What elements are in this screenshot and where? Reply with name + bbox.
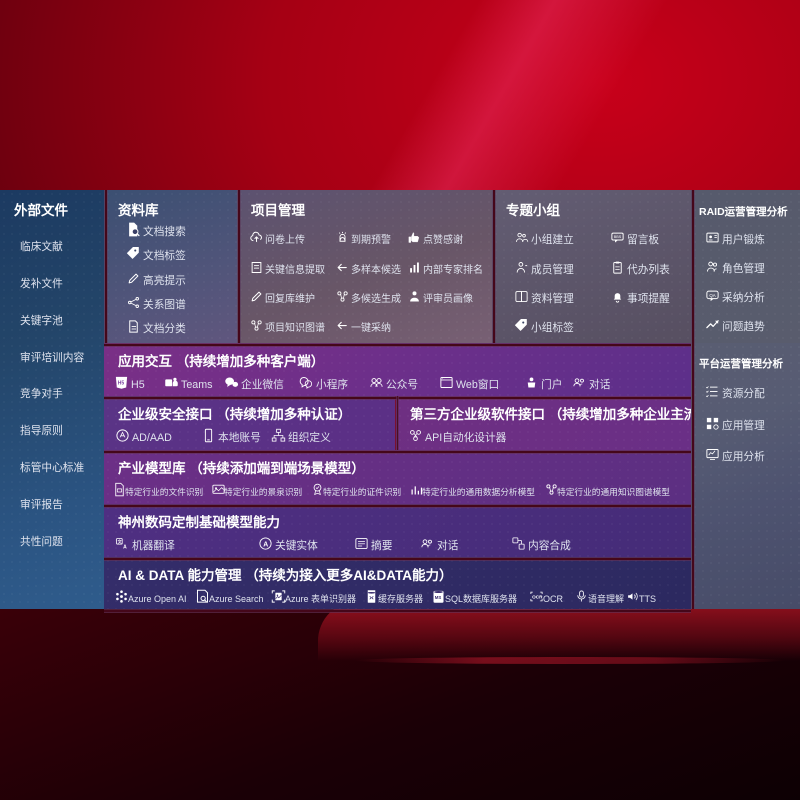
svg-text:QA: QA bbox=[709, 293, 715, 298]
svg-text:H5: H5 bbox=[118, 380, 125, 386]
svg-text:BBS: BBS bbox=[614, 235, 622, 239]
svg-text:OCR: OCR bbox=[532, 595, 543, 600]
svg-text:A: A bbox=[263, 541, 268, 548]
svg-text:A: A bbox=[123, 544, 127, 550]
svg-text:MS: MS bbox=[435, 595, 442, 600]
